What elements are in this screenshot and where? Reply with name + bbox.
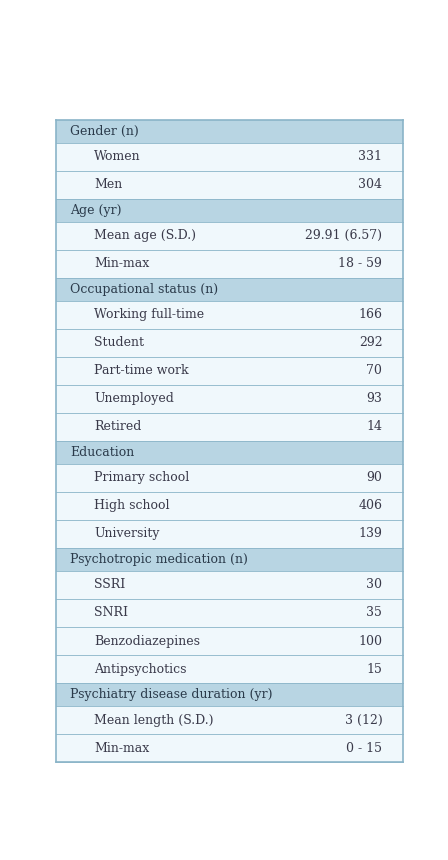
Bar — [56, 734, 403, 762]
Bar — [56, 329, 403, 357]
Text: 30: 30 — [366, 579, 383, 592]
Text: 304: 304 — [358, 178, 383, 191]
Text: 406: 406 — [358, 500, 383, 513]
Bar — [56, 413, 403, 441]
Bar — [56, 599, 403, 627]
Bar — [56, 706, 403, 734]
Text: Gender (n): Gender (n) — [70, 125, 138, 138]
Text: Primary school: Primary school — [94, 471, 190, 484]
Text: Mean length (S.D.): Mean length (S.D.) — [94, 714, 214, 727]
Text: Psychotropic medication (n): Psychotropic medication (n) — [70, 553, 248, 566]
Bar — [56, 683, 403, 706]
Text: 29.91 (6.57): 29.91 (6.57) — [306, 230, 383, 243]
Text: Unemployed: Unemployed — [94, 392, 174, 405]
Text: Occupational status (n): Occupational status (n) — [70, 283, 218, 296]
Text: Education: Education — [70, 446, 134, 459]
Text: Psychiatry disease duration (yr): Psychiatry disease duration (yr) — [70, 688, 272, 701]
Text: Age (yr): Age (yr) — [70, 204, 121, 217]
Text: University: University — [94, 527, 159, 540]
Bar — [56, 571, 403, 599]
Text: 139: 139 — [358, 527, 383, 540]
Bar — [56, 655, 403, 683]
Text: 14: 14 — [366, 421, 383, 433]
Text: High school: High school — [94, 500, 170, 513]
Bar — [56, 222, 403, 249]
Text: Min-max: Min-max — [94, 257, 150, 270]
Bar — [56, 627, 403, 655]
Bar — [56, 171, 403, 199]
Text: Antipsychotics: Antipsychotics — [94, 662, 187, 676]
Text: Min-max: Min-max — [94, 741, 150, 754]
Text: 35: 35 — [366, 606, 383, 619]
Text: 18 - 59: 18 - 59 — [339, 257, 383, 270]
Text: Benzodiazepines: Benzodiazepines — [94, 635, 200, 648]
Bar — [56, 385, 403, 413]
Text: 90: 90 — [366, 471, 383, 484]
Text: 15: 15 — [366, 662, 383, 676]
Bar — [56, 143, 403, 171]
Text: Student: Student — [94, 336, 144, 349]
Bar — [56, 249, 403, 278]
Text: 166: 166 — [358, 308, 383, 322]
Text: SNRI: SNRI — [94, 606, 128, 619]
Text: SSRI: SSRI — [94, 579, 125, 592]
Text: Women: Women — [94, 150, 141, 163]
Bar — [56, 548, 403, 571]
Text: 93: 93 — [366, 392, 383, 405]
Bar — [56, 357, 403, 385]
Bar — [56, 441, 403, 464]
Text: Mean age (S.D.): Mean age (S.D.) — [94, 230, 196, 243]
Text: Working full-time: Working full-time — [94, 308, 204, 322]
Text: 0 - 15: 0 - 15 — [346, 741, 383, 754]
Text: 70: 70 — [366, 365, 383, 378]
Bar — [56, 199, 403, 222]
Text: Retired: Retired — [94, 421, 142, 433]
Bar — [56, 278, 403, 301]
Bar — [56, 492, 403, 520]
Bar — [56, 464, 403, 492]
Bar — [56, 520, 403, 548]
Text: 331: 331 — [358, 150, 383, 163]
Bar — [56, 301, 403, 329]
Text: 292: 292 — [359, 336, 383, 349]
Bar — [56, 120, 403, 143]
Text: 3 (12): 3 (12) — [345, 714, 383, 727]
Text: 100: 100 — [358, 635, 383, 648]
Text: Part-time work: Part-time work — [94, 365, 189, 378]
Text: Men: Men — [94, 178, 122, 191]
